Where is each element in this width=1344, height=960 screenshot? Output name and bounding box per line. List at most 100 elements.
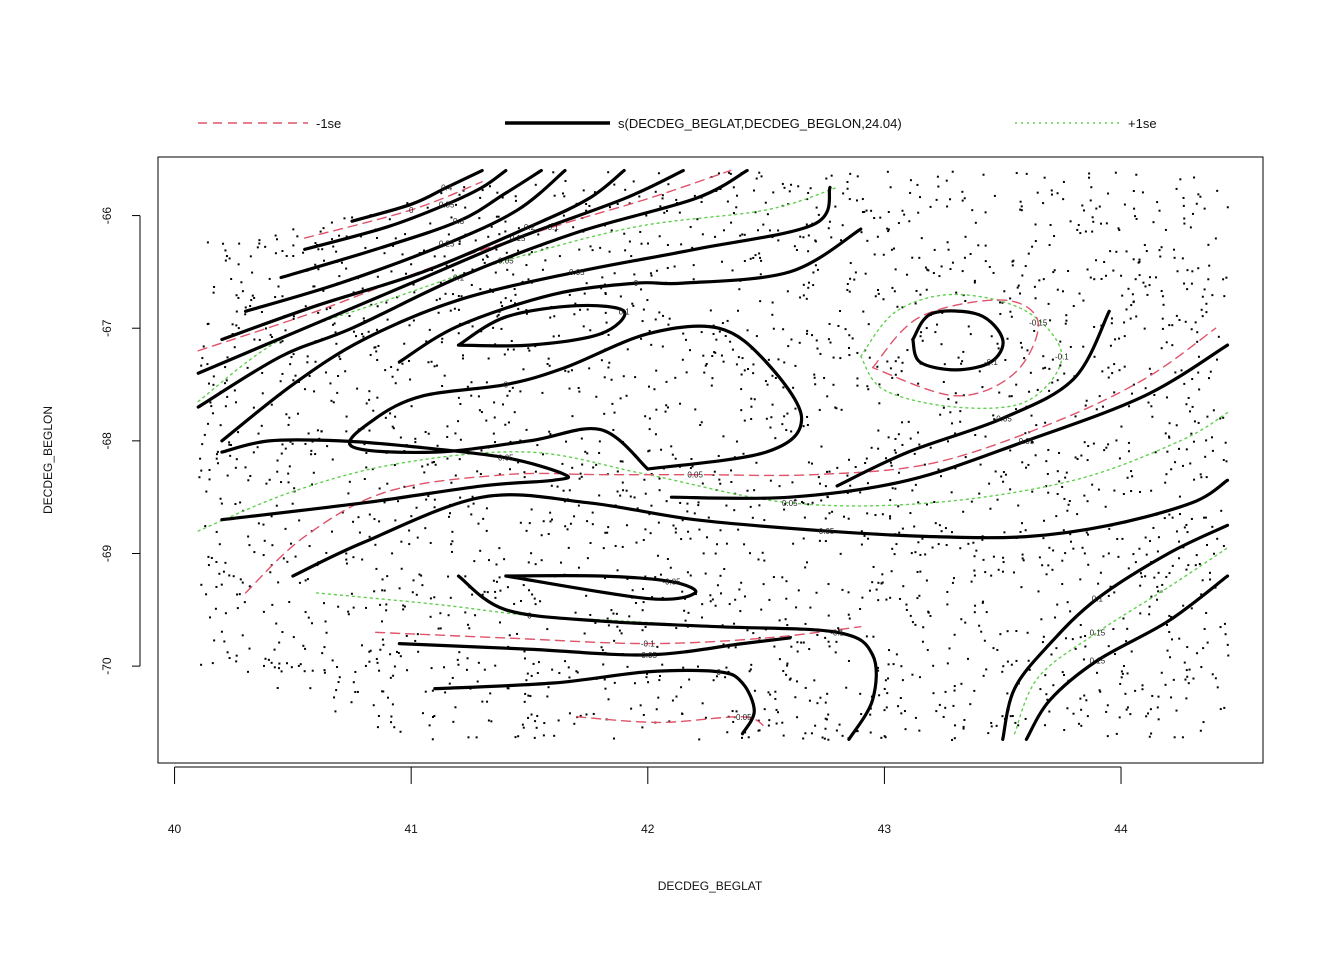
observation-point xyxy=(1134,215,1137,218)
observation-point xyxy=(1171,324,1174,327)
observation-point xyxy=(539,600,542,603)
contour-line xyxy=(303,168,508,251)
observation-point xyxy=(546,695,549,698)
observation-point xyxy=(260,424,263,427)
observation-point xyxy=(748,670,751,673)
contour-level-label: -0.05 xyxy=(639,651,658,660)
observation-point xyxy=(980,630,983,633)
observation-point xyxy=(722,360,725,363)
contour-level-label: 0.25 xyxy=(439,240,455,249)
observation-point xyxy=(220,583,223,586)
observation-point xyxy=(376,661,379,664)
observation-point xyxy=(669,566,672,569)
contour-line xyxy=(397,636,792,657)
observation-point xyxy=(825,177,828,180)
observation-point xyxy=(1063,372,1066,375)
observation-point xyxy=(960,618,963,621)
observation-point xyxy=(753,398,756,401)
observation-point xyxy=(783,186,786,189)
observation-point xyxy=(632,180,635,183)
observation-point xyxy=(848,346,851,349)
observation-point xyxy=(416,536,419,539)
observation-point xyxy=(557,334,560,337)
observation-point xyxy=(1049,223,1052,226)
observation-point xyxy=(940,343,943,346)
observation-point xyxy=(720,260,723,263)
observation-point xyxy=(728,603,731,606)
observation-point xyxy=(860,543,863,546)
observation-point xyxy=(437,627,440,630)
observation-point xyxy=(790,183,793,186)
observation-point xyxy=(439,281,442,284)
observation-point xyxy=(451,540,454,543)
observation-point xyxy=(807,191,810,194)
observation-point xyxy=(549,511,552,514)
observation-point xyxy=(934,522,937,525)
observation-point xyxy=(944,527,947,530)
observation-point xyxy=(1203,288,1206,291)
observation-point xyxy=(1226,206,1229,209)
observation-point xyxy=(574,611,577,614)
observation-point xyxy=(433,498,436,501)
observation-point xyxy=(447,233,450,236)
observation-point xyxy=(1200,666,1203,669)
observation-point xyxy=(1086,268,1089,271)
observation-point xyxy=(914,483,917,486)
observation-point xyxy=(470,381,473,384)
observation-point xyxy=(1044,674,1047,677)
observation-point xyxy=(435,364,438,367)
observation-point xyxy=(471,325,474,328)
observation-point xyxy=(782,670,785,673)
observation-point xyxy=(250,299,253,302)
observation-point xyxy=(494,271,497,274)
observation-point xyxy=(1056,379,1059,382)
observation-point xyxy=(704,572,707,575)
observation-point xyxy=(1042,537,1045,540)
contour-line xyxy=(374,626,862,645)
observation-point xyxy=(719,187,722,190)
observation-point xyxy=(1087,563,1090,566)
observation-point xyxy=(681,358,684,361)
observation-point xyxy=(824,717,827,720)
observation-point xyxy=(457,663,460,666)
observation-point xyxy=(1166,649,1169,652)
observation-point xyxy=(1157,695,1160,698)
observation-point xyxy=(373,518,376,521)
observation-point xyxy=(936,175,939,178)
observation-point xyxy=(1156,598,1159,601)
observation-point xyxy=(368,535,371,538)
observation-point xyxy=(314,263,317,266)
observation-point xyxy=(830,236,833,239)
observation-point xyxy=(1225,460,1228,463)
observation-point xyxy=(969,703,972,706)
contour-level-label: 0.15 xyxy=(1090,656,1106,665)
observation-point xyxy=(1079,623,1082,626)
observation-point xyxy=(308,374,311,377)
observation-point xyxy=(819,352,822,355)
observation-point xyxy=(1086,715,1089,718)
observation-point xyxy=(891,547,894,550)
observation-point xyxy=(981,386,984,389)
observation-point xyxy=(985,611,988,614)
observation-point xyxy=(882,298,885,301)
observation-point xyxy=(616,625,619,628)
observation-point xyxy=(238,593,241,596)
legend: -1se s(DECDEG_BEGLAT,DECDEG_BEGLON,24.04)… xyxy=(198,116,1157,131)
observation-point xyxy=(1138,490,1141,493)
observation-point xyxy=(896,305,899,308)
observation-point xyxy=(479,473,482,476)
observation-point xyxy=(1168,422,1171,425)
observation-point xyxy=(889,461,892,464)
observation-point xyxy=(485,419,488,422)
observation-point xyxy=(1199,195,1202,198)
observation-point xyxy=(626,665,629,668)
observation-point xyxy=(750,663,753,666)
observation-point xyxy=(576,671,579,674)
observation-point xyxy=(671,699,674,702)
observation-point xyxy=(306,361,309,364)
observation-point xyxy=(347,610,350,613)
observation-point xyxy=(865,457,868,460)
observation-point xyxy=(329,382,332,385)
observation-point xyxy=(926,648,929,651)
observation-point xyxy=(1150,732,1153,735)
